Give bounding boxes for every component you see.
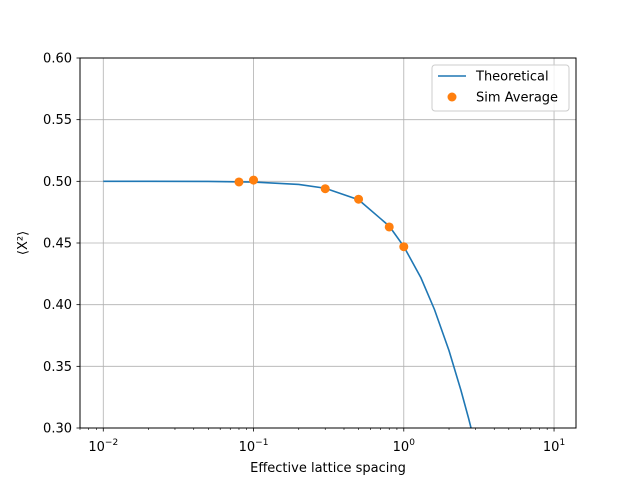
x-tick-label: 10−2 [88, 438, 118, 455]
x-tick-label: 101 [543, 438, 565, 455]
sim-average-point [399, 242, 409, 252]
y-tick-label: 0.40 [43, 298, 72, 313]
x-tick-label: 100 [393, 438, 416, 455]
sim-average-point [320, 184, 330, 194]
legend-theoretical-label: Theoretical [475, 70, 549, 85]
sim-average-point [249, 175, 259, 185]
y-tick-label: 0.60 [43, 52, 72, 67]
y-tick-label: 0.50 [43, 175, 72, 190]
y-axis-label: ⟨X²⟩ [16, 231, 31, 255]
legend: Theoretical Sim Average [431, 64, 570, 112]
y-tick-label: 0.45 [43, 237, 72, 252]
series-line-theoretical [103, 180, 472, 428]
sim-average-point [234, 177, 244, 187]
y-axis-ticks: 0.30 0.35 0.40 0.45 0.50 0.55 0.60 [43, 52, 80, 437]
legend-box [431, 64, 570, 112]
axes-frame [79, 57, 577, 429]
x-axis-ticks: 10−2 10−1 100 101 [88, 428, 565, 455]
x-tick-label: 10−1 [239, 438, 269, 455]
y-tick-label: 0.35 [43, 360, 72, 375]
x-axis-label: Effective lattice spacing [250, 461, 406, 476]
legend-sim-average-label: Sim Average [476, 91, 558, 106]
y-tick-label: 0.55 [43, 113, 72, 128]
grid-lines [80, 57, 576, 429]
legend-sim-average-swatch [447, 92, 457, 102]
plot-area [103, 175, 472, 428]
sim-average-point [384, 222, 394, 232]
y-tick-label: 0.30 [43, 422, 72, 437]
sim-average-point [354, 194, 364, 204]
series-points-sim-average [234, 175, 409, 252]
